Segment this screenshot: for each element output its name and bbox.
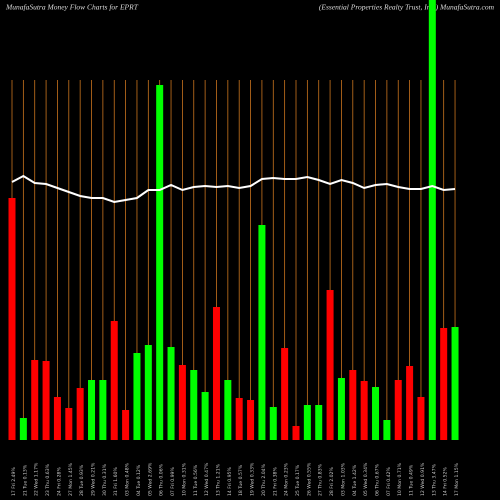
bar — [99, 380, 107, 440]
bar — [19, 418, 27, 440]
x-tick-label: 20 Thu 2.04% — [261, 463, 267, 496]
x-tick-label: 13 Thu 1.21% — [215, 463, 221, 496]
x-tick-label: 06 Thu 0.67% — [375, 463, 381, 496]
x-tick-label: 31 Fri 1.60% — [113, 467, 119, 496]
x-tick-label: 24 Mon 0.23% — [284, 462, 290, 496]
bar — [235, 398, 243, 440]
bar — [65, 408, 73, 440]
x-tick-label: 27 Mon 1.45% — [68, 462, 74, 496]
bar — [372, 387, 380, 440]
chart-title: MunafaSutra Money Flow Charts for EPRT — [5, 3, 139, 12]
x-tick-label: 28 Fri 2.02% — [329, 467, 335, 496]
x-tick-label: 17 Mon 1.15% — [454, 462, 460, 496]
bar — [292, 426, 300, 440]
x-tick-label: 18 Tue 0.57% — [238, 464, 244, 496]
bar — [156, 85, 164, 440]
x-tick-label: 30 Thu 0.31% — [102, 463, 108, 496]
bar — [326, 290, 334, 440]
money-flow-line — [11, 174, 456, 204]
x-tick-label: 12 Wed 0.47% — [204, 462, 210, 496]
bar — [406, 366, 414, 440]
bar — [42, 361, 50, 440]
x-tick-label: 07 Fri 0.42% — [386, 467, 392, 496]
bar — [53, 397, 61, 440]
bar — [247, 400, 255, 440]
x-tick-label: 19 Wed 0.33% — [250, 462, 256, 496]
bar — [394, 380, 402, 440]
bar — [212, 307, 220, 440]
x-tick-label: 17 Fri 2.49% — [11, 467, 17, 496]
x-tick-label: 06 Thu 0.06% — [159, 463, 165, 496]
x-tick-label: 04 Tue 0.12% — [136, 464, 142, 496]
x-tick-label: 10 Mon 0.31% — [181, 462, 187, 496]
x-tick-label: 24 Fri 0.28% — [56, 467, 62, 496]
x-tick-label: 13 Thu 3.47% — [431, 463, 437, 496]
chart-subtitle: (Essential Properties Realty Trust, Inc.… — [319, 3, 495, 12]
bar — [110, 321, 118, 440]
bar — [190, 370, 198, 440]
bar — [428, 0, 436, 440]
bar — [31, 360, 39, 440]
bar — [122, 410, 130, 440]
x-tick-label: 05 Wed 2.69% — [147, 462, 153, 496]
bar — [133, 353, 141, 440]
x-tick-label: 07 Fri 0.99% — [170, 467, 176, 496]
bar — [167, 347, 175, 440]
x-tick-label: 03 Mon 0.48% — [125, 462, 131, 496]
bar — [451, 327, 459, 440]
bar — [88, 380, 96, 440]
x-tick-label: 21 Fri 0.38% — [272, 467, 278, 496]
x-tick-label: 11 Tue 0.49% — [409, 464, 415, 496]
bar — [440, 328, 448, 440]
x-tick-label: 05 Wed 0.34% — [363, 462, 369, 496]
x-tick-label: 25 Tue 0.17% — [295, 464, 301, 496]
bar — [337, 378, 345, 440]
bar — [224, 380, 232, 440]
x-tick-label: 23 Thu 0.63% — [45, 463, 51, 496]
x-tick-label: 11 Tue 0.56% — [193, 464, 199, 496]
x-tick-label: 03 Mon 1.03% — [340, 462, 346, 496]
x-tick-label: 26 Wed 0.55% — [306, 462, 312, 496]
bar — [8, 198, 16, 440]
bar — [269, 407, 277, 440]
x-tick-label: 14 Fri 0.95% — [227, 467, 233, 496]
bar — [76, 388, 84, 440]
bar — [281, 348, 289, 440]
bar — [303, 405, 311, 440]
x-tick-label: 10 Mon 0.71% — [397, 462, 403, 496]
x-tick-label: 14 Fri 0.52% — [443, 467, 449, 496]
bar — [383, 420, 391, 440]
x-tick-label: 27 Thu 0.83% — [318, 463, 324, 496]
bar — [360, 381, 368, 440]
bar — [258, 225, 266, 440]
x-tick-label: 22 Wed 1.17% — [34, 462, 40, 496]
x-tick-label: 12 Wed 0.91% — [420, 462, 426, 496]
x-tick-label: 21 Tue 0.13% — [22, 464, 28, 496]
bar — [349, 370, 357, 440]
bar — [144, 345, 152, 440]
bar — [315, 405, 323, 440]
bar — [417, 397, 425, 440]
bar — [178, 365, 186, 440]
x-tick-label: 28 Tue 0.93% — [79, 464, 85, 496]
x-tick-label: 29 Wed 0.21% — [91, 462, 97, 496]
x-tick-label: 04 Tue 1.42% — [352, 464, 358, 496]
bar — [201, 392, 209, 440]
